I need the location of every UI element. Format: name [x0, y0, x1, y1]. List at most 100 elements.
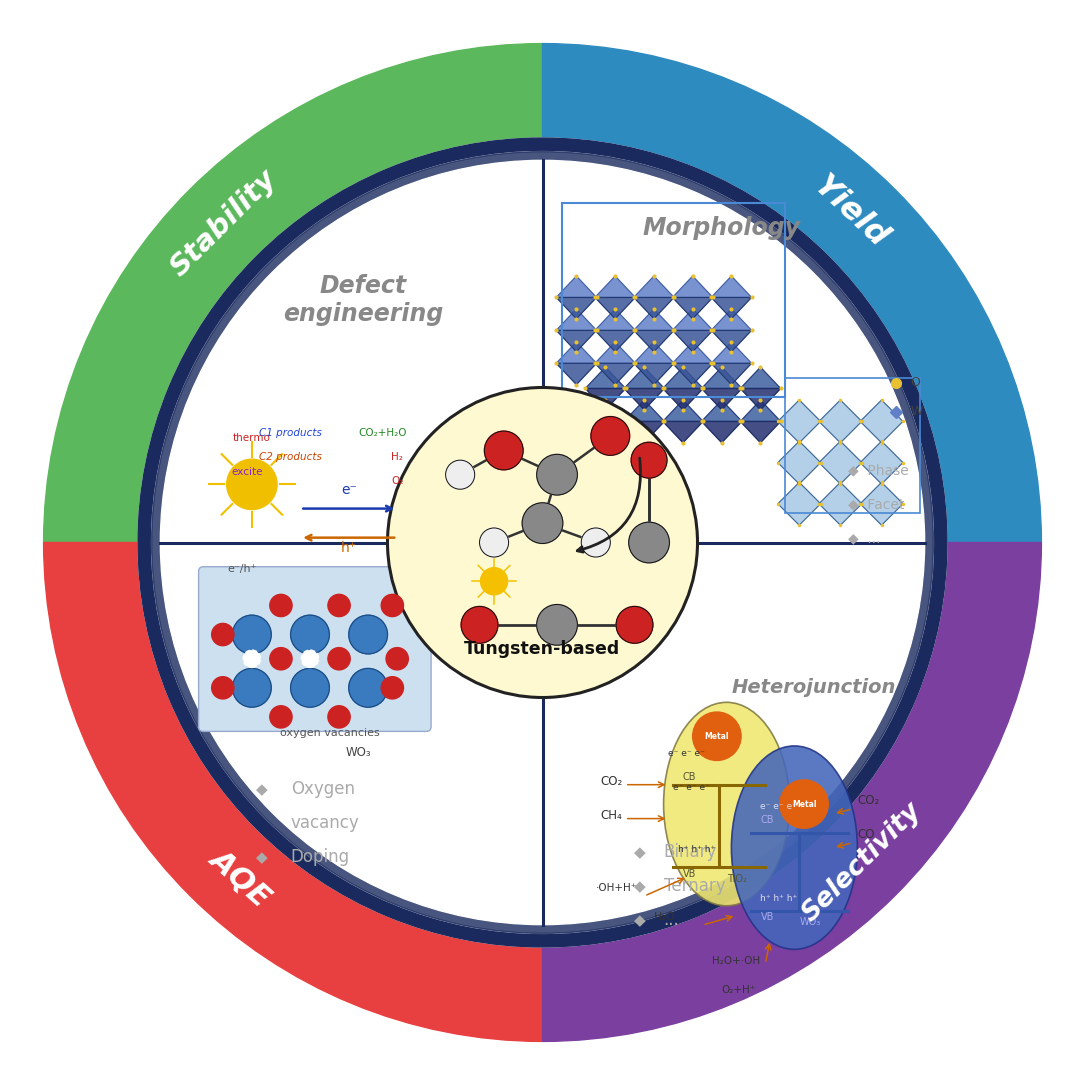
Circle shape [348, 615, 387, 654]
Text: TiO₂: TiO₂ [727, 873, 746, 883]
Circle shape [387, 387, 698, 698]
Circle shape [212, 624, 234, 646]
Polygon shape [663, 421, 703, 443]
Wedge shape [43, 542, 542, 1042]
Circle shape [243, 650, 260, 667]
Text: O: O [910, 376, 920, 390]
Circle shape [582, 528, 610, 557]
Text: ◆  Facet: ◆ Facet [847, 498, 904, 512]
Polygon shape [673, 330, 713, 352]
Text: vacancy: vacancy [291, 814, 359, 832]
Polygon shape [702, 388, 742, 410]
Circle shape [381, 595, 404, 616]
Text: CH₄: CH₄ [601, 808, 623, 821]
Polygon shape [712, 342, 752, 363]
Polygon shape [673, 276, 713, 297]
Text: Defect
engineering: Defect engineering [283, 275, 444, 327]
Text: e⁻ e⁻ e⁻: e⁻ e⁻ e⁻ [761, 802, 797, 810]
Text: Metal: Metal [704, 731, 729, 741]
Polygon shape [634, 309, 674, 330]
Circle shape [302, 650, 319, 667]
Polygon shape [624, 421, 664, 443]
Circle shape [232, 668, 271, 707]
Polygon shape [624, 400, 664, 421]
Text: ◆: ◆ [634, 879, 646, 894]
Circle shape [616, 607, 653, 643]
Circle shape [381, 677, 404, 699]
Text: VB: VB [682, 869, 697, 879]
Circle shape [484, 431, 523, 470]
Text: H₂O+·OH: H₂O+·OH [712, 956, 761, 966]
Text: excite: excite [231, 467, 263, 476]
Polygon shape [860, 442, 903, 484]
Polygon shape [624, 388, 664, 410]
Text: Ternary: Ternary [664, 878, 725, 895]
Circle shape [270, 705, 292, 728]
Text: CO: CO [857, 828, 875, 841]
Text: C2 products: C2 products [259, 452, 322, 462]
Polygon shape [740, 400, 780, 421]
Circle shape [348, 668, 387, 707]
Polygon shape [860, 483, 903, 525]
Polygon shape [778, 442, 820, 484]
Polygon shape [819, 483, 861, 525]
Text: H₂: H₂ [392, 452, 404, 462]
Polygon shape [712, 297, 752, 319]
Polygon shape [673, 363, 713, 384]
Text: h⁺ h⁺ h⁺: h⁺ h⁺ h⁺ [761, 894, 797, 903]
Circle shape [631, 443, 667, 478]
Polygon shape [557, 363, 597, 384]
Text: h⁺: h⁺ [341, 541, 357, 556]
Polygon shape [673, 297, 713, 319]
Text: ...: ... [664, 911, 679, 929]
Circle shape [481, 567, 508, 595]
Ellipse shape [731, 746, 857, 949]
Circle shape [537, 604, 577, 646]
Text: Heterojunction: Heterojunction [731, 678, 896, 698]
Polygon shape [585, 367, 626, 388]
Circle shape [386, 648, 408, 669]
Circle shape [291, 668, 330, 707]
Text: Doping: Doping [291, 848, 349, 866]
Text: WO₃: WO₃ [800, 917, 820, 928]
Polygon shape [740, 367, 780, 388]
Text: CB: CB [682, 771, 697, 782]
Text: e⁻ e⁻ e⁻: e⁻ e⁻ e⁻ [668, 749, 705, 757]
Polygon shape [585, 400, 626, 421]
Polygon shape [585, 421, 626, 443]
Polygon shape [673, 309, 713, 330]
Wedge shape [542, 542, 1042, 1042]
Text: O₂+H⁺: O₂+H⁺ [722, 985, 756, 995]
Polygon shape [634, 330, 674, 352]
Text: ◆: ◆ [634, 845, 646, 860]
Circle shape [152, 152, 933, 933]
Circle shape [692, 712, 741, 761]
Polygon shape [634, 342, 674, 363]
Polygon shape [778, 400, 820, 443]
Polygon shape [740, 421, 780, 443]
Circle shape [232, 615, 271, 654]
Circle shape [227, 459, 277, 510]
Wedge shape [152, 152, 933, 933]
Polygon shape [634, 276, 674, 297]
Polygon shape [624, 367, 664, 388]
Text: AQE: AQE [204, 844, 276, 912]
Circle shape [591, 417, 629, 456]
Text: Tungsten-based: Tungsten-based [464, 640, 621, 659]
Text: ◆  Phase: ◆ Phase [847, 463, 908, 477]
Text: Selectivity: Selectivity [797, 797, 927, 927]
Text: CB: CB [761, 816, 774, 826]
Text: C1 products: C1 products [259, 427, 322, 438]
Text: e⁻ e⁻ e⁻: e⁻ e⁻ e⁻ [674, 782, 711, 792]
Text: h⁺ h⁺ h⁺: h⁺ h⁺ h⁺ [678, 845, 715, 855]
Text: W: W [910, 405, 923, 418]
Polygon shape [712, 363, 752, 384]
Ellipse shape [664, 702, 790, 906]
Polygon shape [557, 342, 597, 363]
Bar [784, 378, 920, 513]
Polygon shape [702, 367, 742, 388]
Text: thermo: thermo [233, 433, 271, 443]
Circle shape [138, 138, 947, 947]
Circle shape [328, 595, 350, 616]
Polygon shape [585, 388, 626, 410]
